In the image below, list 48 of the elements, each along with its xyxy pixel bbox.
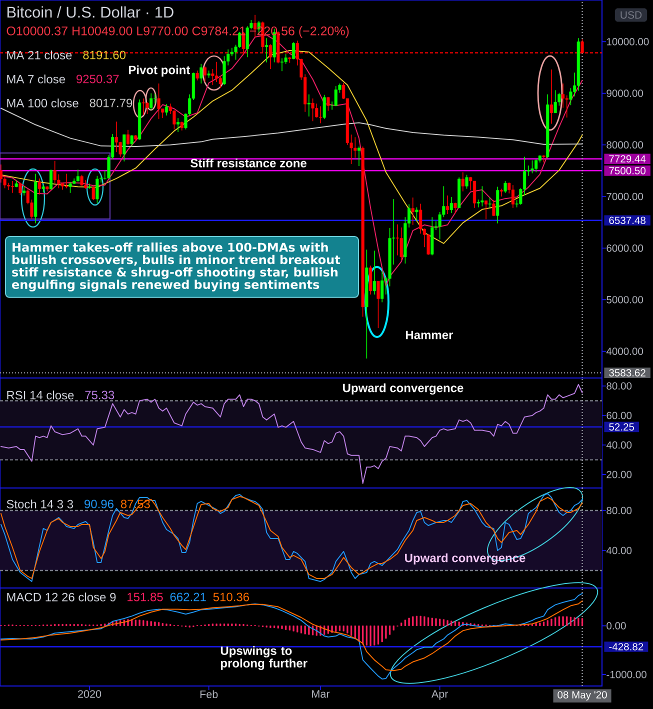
y-tick-label: 40.00 bbox=[606, 546, 632, 554]
annotation: 662.21 bbox=[170, 592, 206, 602]
y-tick-label: 9000.00 bbox=[606, 90, 644, 97]
x-tick-label: 2020 bbox=[78, 690, 102, 698]
y-tick-label: 80.00 bbox=[606, 382, 632, 390]
annotation: MA 7 close bbox=[7, 74, 66, 84]
y-tick-label: 6000.00 bbox=[606, 244, 644, 252]
annotation: Pivot point bbox=[128, 65, 190, 77]
y-tick-label: 20.00 bbox=[606, 470, 632, 478]
ref-line-label: 6537.48 bbox=[609, 216, 646, 224]
annotation: 151.85 bbox=[128, 592, 163, 602]
y-tick-label: 80.00 bbox=[606, 506, 632, 514]
annotation: 90.96 bbox=[84, 500, 114, 508]
y-tick-label: 40.00 bbox=[606, 441, 632, 449]
chart-title: MACD 12 26 close 9 bbox=[7, 592, 116, 602]
x-tick-label: Apr bbox=[431, 690, 448, 700]
y-tick-label: -1000.00 bbox=[606, 670, 646, 678]
annotation: Upward convergence bbox=[405, 553, 526, 565]
y-tick-label: 4000.00 bbox=[606, 348, 644, 355]
ref-line-label: 52.25 bbox=[609, 423, 634, 431]
text: Stoch 14 3 3 bbox=[6, 500, 74, 508]
text: RSI 14 close bbox=[7, 390, 74, 400]
annotation: Hammer takes-off rallies above 100-DMAs with bullish crossovers, bulls in minor trend breakout stiff resistance & shrug-off shooting star, bullish engulfing signals renewed buying sentiments bbox=[12, 242, 340, 292]
chart-title: Bitcoin / U.S. Dollar · 1D bbox=[7, 6, 174, 18]
annotation: Upswings to prolong further bbox=[220, 646, 308, 670]
ref-line-label: -428.82 bbox=[609, 643, 644, 650]
annotation: 9250.37 bbox=[76, 74, 119, 84]
y-tick-label: 60.00 bbox=[606, 412, 632, 420]
y-axis-title: USD bbox=[620, 11, 642, 19]
annotation: 510.36 bbox=[213, 592, 250, 602]
annotation: Upward convergence bbox=[343, 383, 464, 395]
annotation: MA 100 close bbox=[7, 98, 78, 108]
ref-line-label: 7500.50 bbox=[609, 167, 646, 174]
ref-line-label: 08 May '20 bbox=[558, 691, 607, 701]
ref-line-label: 3583.62 bbox=[609, 369, 646, 376]
annotation: Hammer bbox=[406, 330, 454, 340]
y-tick-label: 0.00 bbox=[606, 622, 626, 630]
y-tick-label: 10000.00 bbox=[606, 38, 649, 46]
y-tick-label: 7000.00 bbox=[606, 192, 644, 200]
annotation: 8191.60 bbox=[83, 50, 126, 60]
x-tick-label: Mar bbox=[312, 690, 330, 698]
ref-line-label: 7729.44 bbox=[609, 155, 646, 162]
y-tick-label: 8000.00 bbox=[606, 141, 644, 149]
annotation: Stiff resistance zone bbox=[190, 158, 306, 168]
y-tick-label: 5000.00 bbox=[606, 296, 644, 304]
annotation: 8017.79 bbox=[90, 98, 132, 108]
x-tick-label: Feb bbox=[200, 690, 218, 698]
annotation: 75.33 bbox=[85, 390, 114, 400]
